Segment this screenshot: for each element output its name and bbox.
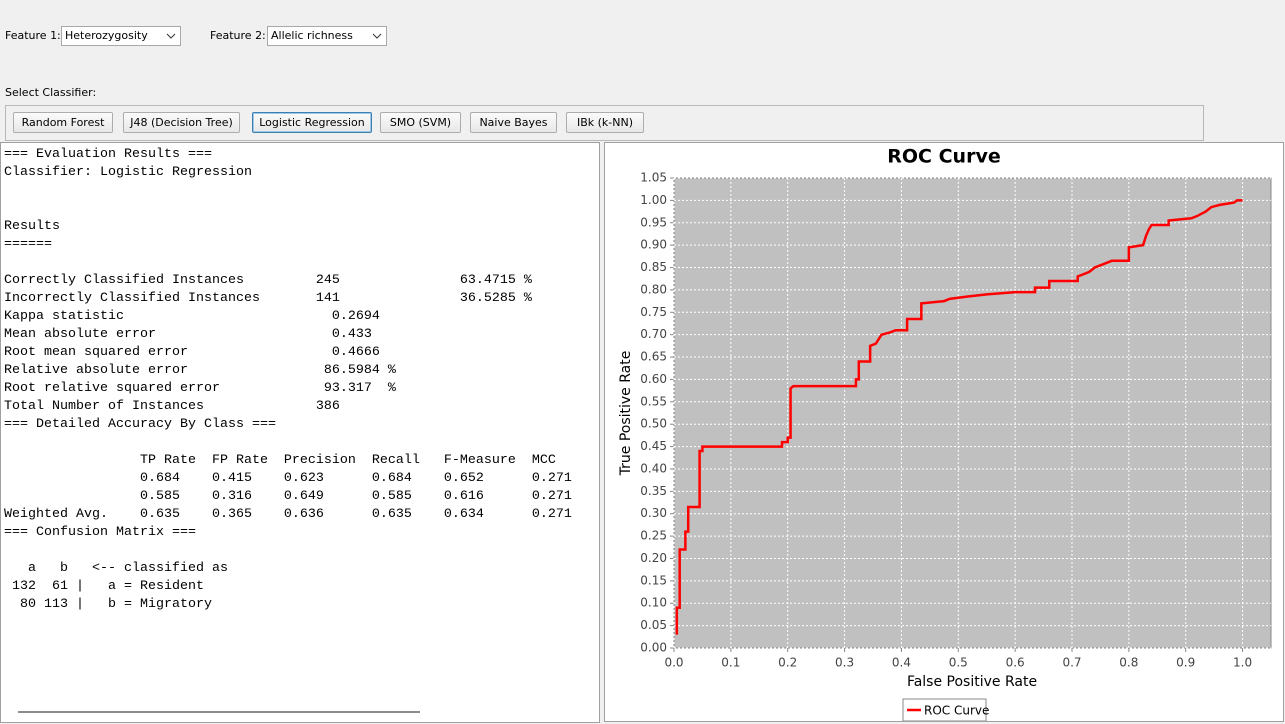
roc-line <box>675 199 1243 635</box>
dropdown-arrow <box>372 33 382 39</box>
x-axis-label: False Positive Rate <box>907 674 1037 690</box>
y-tick-label: 0.00 <box>640 641 667 655</box>
feature2-label: Feature 2: <box>210 29 266 42</box>
text-line: Kappa statistic 0.2694 <box>4 309 380 324</box>
classifier-button[interactable]: SMO (SVM) <box>380 112 461 133</box>
classifier-button[interactable]: J48 (Decision Tree) <box>123 112 240 133</box>
dropdown-arrow <box>166 33 176 39</box>
x-tick-label: 0.0 <box>664 656 683 670</box>
y-tick-label: 0.80 <box>640 282 667 296</box>
text-block: === Evaluation Results === Classifier: Lo… <box>1 146 599 182</box>
y-tick-label: 0.05 <box>640 618 667 632</box>
feature2-combo[interactable]: Allelic richness <box>267 26 387 46</box>
y-axis-label: True Positive Rate <box>618 351 634 477</box>
text-block: a b <-- classified as 132 61 | a = Resid… <box>1 560 599 614</box>
text-line: Root mean squared error 0.4666 <box>4 345 380 360</box>
y-tick-label: 0.85 <box>640 260 667 274</box>
text-block: Correctly Classified Instances 245 63.47… <box>1 272 599 434</box>
x-tick-label: 0.2 <box>778 656 797 670</box>
text-line: Results <box>4 219 60 234</box>
y-tick-label: 0.65 <box>640 350 667 364</box>
y-tick-label: 0.15 <box>640 573 667 587</box>
feature1-label: Feature 1: <box>5 29 61 42</box>
y-tick-label: 0.45 <box>640 439 667 453</box>
feature1-value: Heterozygosity <box>65 29 148 42</box>
classifier-button[interactable]: Random Forest <box>13 112 113 133</box>
x-tick-label: 0.6 <box>1006 656 1025 670</box>
classifier-button[interactable]: Logistic Regression <box>252 112 372 133</box>
y-tick-label: 0.10 <box>640 596 667 610</box>
text-line: TP Rate FP Rate Precision Recall F-Measu… <box>4 453 556 468</box>
x-tick-label: 0.5 <box>949 656 968 670</box>
y-tick-label: 0.90 <box>640 238 667 252</box>
text-line: Total Number of Instances 386 <box>4 399 340 414</box>
y-tick-label: 0.40 <box>640 461 667 475</box>
text-line: 132 61 | a = Resident <box>4 579 204 594</box>
x-tick-label: 0.8 <box>1119 656 1138 670</box>
text-line: Incorrectly Classified Instances 141 36.… <box>4 291 532 306</box>
x-tick-label: 0.1 <box>721 656 740 670</box>
y-tick-label: 1.05 <box>640 171 667 185</box>
text-line: === Evaluation Results === <box>4 147 212 162</box>
text-line: a b <-- classified as <box>4 561 228 576</box>
x-tick-label: 0.9 <box>1176 656 1195 670</box>
y-tick-label: 0.25 <box>640 529 667 543</box>
classifier-label: Select Classifier: <box>5 86 97 99</box>
y-tick-label: 0.50 <box>640 417 667 431</box>
roc-chart: ROC Curve False Positive Rate True Posit… <box>618 146 1272 722</box>
x-tick-label: 1.0 <box>1233 656 1252 670</box>
y-tick-label: 0.30 <box>640 506 667 520</box>
y-tick-label: 0.95 <box>640 215 667 229</box>
text-line: 80 113 | b = Migratory <box>4 597 212 612</box>
text-line: 0.585 0.316 0.649 0.585 0.616 0.271 <box>4 489 572 504</box>
y-tick-label: 0.55 <box>640 394 667 408</box>
horizontal-scrollbar[interactable] <box>18 711 420 713</box>
feature2-value: Allelic richness <box>271 29 353 42</box>
text-line: === Detailed Accuracy By Class === <box>4 417 276 432</box>
text-block: TP Rate FP Rate Precision Recall F-Measu… <box>1 452 599 542</box>
y-tick-label: 1.00 <box>640 193 667 207</box>
text-line: 0.684 0.415 0.623 0.684 0.652 0.271 <box>4 471 572 486</box>
y-tick-label: 0.75 <box>640 305 667 319</box>
chart-title: ROC Curve <box>887 146 1000 168</box>
text-line: Mean absolute error 0.433 <box>4 327 372 342</box>
y-tick-label: 0.20 <box>640 551 667 565</box>
x-tick-label: 0.4 <box>892 656 911 670</box>
y-tick-label: 0.70 <box>640 327 667 341</box>
text-line: ====== <box>4 237 52 252</box>
text-line: === Confusion Matrix === <box>4 525 196 540</box>
classifier-button[interactable]: IBk (k-NN) <box>566 112 644 133</box>
classifier-panel <box>5 105 1204 141</box>
x-tick-label: 0.7 <box>1062 656 1081 670</box>
text-block: Results ====== <box>1 218 599 254</box>
text-line: Relative absolute error 86.5984 % <box>4 363 396 378</box>
feature1-combo[interactable]: Heterozygosity <box>61 26 181 46</box>
text-line: Root relative squared error 93.317 % <box>4 381 396 396</box>
legend-label: ROC Curve <box>924 704 989 718</box>
results-text-area: === Evaluation Results === Classifier: Lo… <box>0 142 600 723</box>
text-line: Correctly Classified Instances 245 63.47… <box>4 273 532 288</box>
y-tick-label: 0.35 <box>640 484 667 498</box>
chart-panel: ROC Curve False Positive Rate True Posit… <box>604 142 1284 722</box>
classifier-button[interactable]: Naive Bayes <box>470 112 557 133</box>
text-line: Classifier: Logistic Regression <box>4 165 252 180</box>
x-tick-label: 0.3 <box>835 656 854 670</box>
plot-area <box>673 177 1272 649</box>
text-line: Weighted Avg. 0.635 0.365 0.636 0.635 0.… <box>4 507 572 522</box>
y-tick-label: 0.60 <box>640 372 667 386</box>
